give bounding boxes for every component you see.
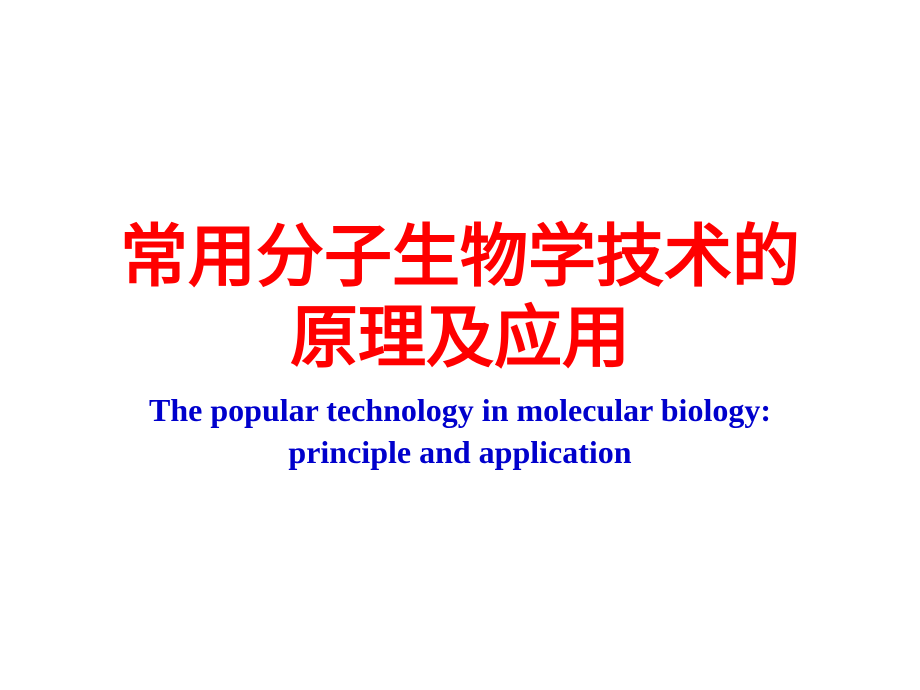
title-chinese: 常用分子生物学技术的 原理及应用 [40,217,880,380]
subtitle-english: The popular technology in molecular biol… [40,390,880,473]
subtitle-line-2: principle and application [288,434,631,470]
title-line-2: 原理及应用 [290,300,630,376]
title-line-1: 常用分子生物学技术的 [120,219,800,295]
slide-container: 常用分子生物学技术的 原理及应用 The popular technology … [0,217,920,473]
subtitle-line-1: The popular technology in molecular biol… [149,392,771,428]
